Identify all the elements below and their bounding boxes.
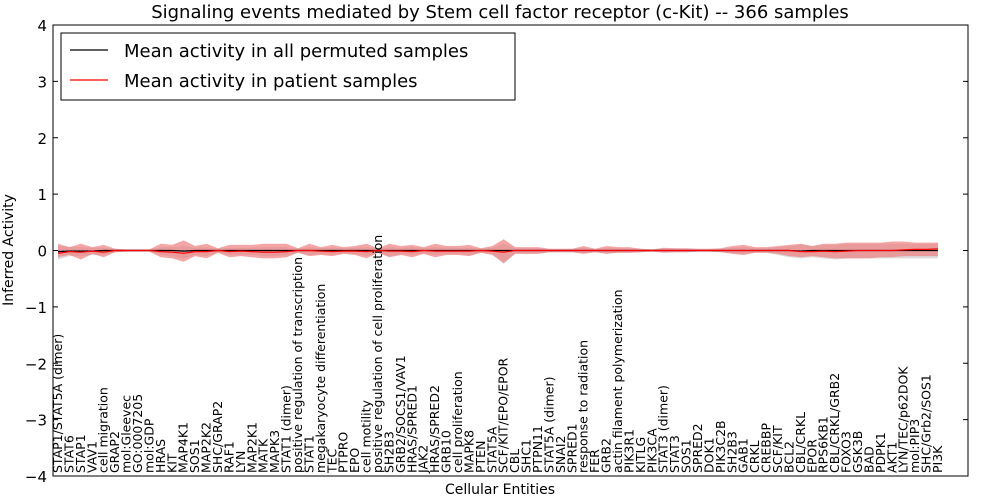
x-tick-label: SCF/KIT [770, 425, 785, 473]
x-tick-label: mol:GDP [141, 418, 156, 473]
x-tick-label: PI3K [930, 445, 945, 473]
x-tick-label: SOS1 [679, 439, 694, 473]
x-tick-label: CBL [507, 449, 522, 473]
x-tick-label: cell motility [359, 399, 374, 473]
x-tick-label: PTPN11 [530, 425, 545, 473]
x-tick-label: MAPK8 [461, 430, 476, 473]
x-tick-label: SOS1 [187, 439, 202, 473]
x-tick-label: PTEN [473, 441, 488, 473]
x-tick-label: EPOR [804, 439, 819, 473]
x-tick-label: GO:0007205 [130, 394, 145, 473]
x-tick-label: PIK3C2B [713, 420, 728, 473]
x-tick-label: DOK1 [701, 437, 716, 473]
x-tick-label: actin filament polymerization [610, 289, 625, 473]
x-tick-label: STAP1/STAT5A (dimer) [50, 334, 65, 473]
x-tick-label: CREBBP [759, 423, 774, 473]
y-tick-label: 3 [37, 73, 47, 91]
x-tick-label: PIK3R1 [621, 429, 636, 473]
x-tick-label: CBL/CRKL/GRB2 [827, 373, 842, 473]
x-tick-label: HRAS [153, 439, 168, 473]
x-tick-label: MAP4K1 [176, 422, 191, 473]
x-tick-label: response to radiation [576, 340, 591, 473]
chart-title: Signaling events mediated by Stem cell f… [151, 2, 849, 23]
patient-mean-line [57, 248, 939, 254]
x-tick-label: PIK3CA [644, 428, 659, 473]
x-tick-label: GRAP2 [107, 431, 122, 473]
x-tick-label: GRB2 [599, 438, 614, 473]
x-tick-label: megakaryocyte differentiation [313, 284, 328, 473]
x-tick-label: positive regulation of cell proliferatio… [370, 235, 385, 473]
y-tick-label: −1 [25, 299, 47, 317]
x-tick-label: SPRED1 [564, 423, 579, 473]
x-tick-label: SPRED2 [690, 423, 705, 473]
x-tick-label: mol:PIP3 [907, 419, 922, 473]
x-tick-label: PDPK1 [873, 432, 888, 473]
x-tick-label: LYN [233, 451, 248, 473]
x-tick-label: TEC [324, 448, 339, 474]
x-tick-label: SH2B3 [724, 431, 739, 473]
y-tick-label: −2 [25, 355, 47, 373]
x-axis-label: Cellular Entities [445, 482, 555, 498]
legend-label-patient: Mean activity in patient samples [124, 71, 418, 92]
x-tick-label: STAT1 (dimer) [279, 385, 294, 473]
x-tick-label: SHC/GRAP2 [210, 401, 225, 473]
x-tick-label: cell migration [96, 387, 111, 473]
y-tick-label: −4 [25, 468, 47, 486]
y-tick-label: 0 [37, 243, 47, 261]
x-tick-label: FER [587, 449, 602, 473]
x-tick-label: SCF/KIT/EPO/EPOR [496, 357, 511, 473]
x-tick-label: MAPK3 [267, 430, 282, 473]
x-tick-label: STAT5A [484, 426, 499, 473]
x-tick-label: cell proliferation [450, 371, 465, 473]
legend: Mean activity in all permuted samples Me… [60, 32, 516, 101]
x-tick-label: STAT3 (dimer) [656, 385, 671, 473]
y-tick-label: 1 [37, 186, 47, 204]
x-tick-label: STAT1 [301, 435, 316, 473]
x-tick-label: SH2B3 [381, 431, 396, 473]
x-tick-label: positive regulation of transcription [290, 257, 305, 473]
x-tick-label: JAK2 [416, 445, 431, 474]
x-tick-label: CBL/CRKL [793, 412, 808, 473]
x-tick-label: EPO [347, 448, 362, 473]
x-tick-label: STAP1 [73, 434, 88, 473]
legend-label-permuted: Mean activity in all permuted samples [124, 41, 468, 62]
x-tick-label: GRB10 [439, 430, 454, 473]
x-tick-label: GAB1 [736, 438, 751, 473]
x-tick-label: FOXO3 [839, 431, 854, 473]
x-tick-label: AKT1 [884, 442, 899, 473]
x-tick-label: MAP2K1 [244, 422, 259, 473]
x-tick-label: STAT6 [61, 435, 76, 473]
x-tick-label: RPS6KB1 [816, 416, 831, 473]
x-tick-label: HRAS/SPRED2 [427, 385, 442, 473]
x-tick-label: KIT [164, 453, 179, 473]
x-tick-label: GSK3B [850, 431, 865, 473]
x-tick-label: PTPRO [336, 432, 351, 473]
y-tick-label: 2 [37, 130, 47, 148]
x-tick-label: MAP2K2 [199, 422, 214, 473]
y-axis-label: Inferred Activity [1, 194, 17, 306]
x-tick-label: BCL2 [781, 441, 796, 473]
y-tick-label: −3 [25, 412, 47, 430]
x-tick-label: GRB2/SOCS1/VAV1 [393, 355, 408, 473]
x-tick-label: MATK [256, 438, 271, 473]
x-tick-label: SNAI2 [553, 436, 568, 473]
y-tick-label: 4 [37, 17, 47, 35]
x-tick-label: CRKL [747, 440, 762, 473]
x-tick-label: LYN/TEC/p62DOK [896, 366, 911, 473]
x-tick-label: SHC1 [519, 439, 534, 473]
x-tick-label: BAD [861, 446, 876, 473]
legend-box [60, 32, 516, 101]
x-tick-label: STAT3 [667, 435, 682, 473]
x-tick-label: STAT5A (dimer) [541, 377, 556, 473]
x-tick-label: SHC/Grb2/SOS1 [919, 374, 934, 473]
x-tick-label: VAV1 [84, 441, 99, 473]
x-tick-label: mol:Gleevec [119, 395, 134, 473]
x-tick-label: KITLG [633, 437, 648, 473]
x-tick-label: RAF1 [221, 441, 236, 473]
x-tick-label: HRAS/SPRED1 [404, 385, 419, 473]
